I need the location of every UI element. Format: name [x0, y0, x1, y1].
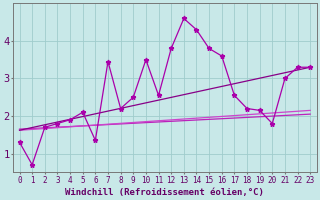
X-axis label: Windchill (Refroidissement éolien,°C): Windchill (Refroidissement éolien,°C) [65, 188, 264, 197]
